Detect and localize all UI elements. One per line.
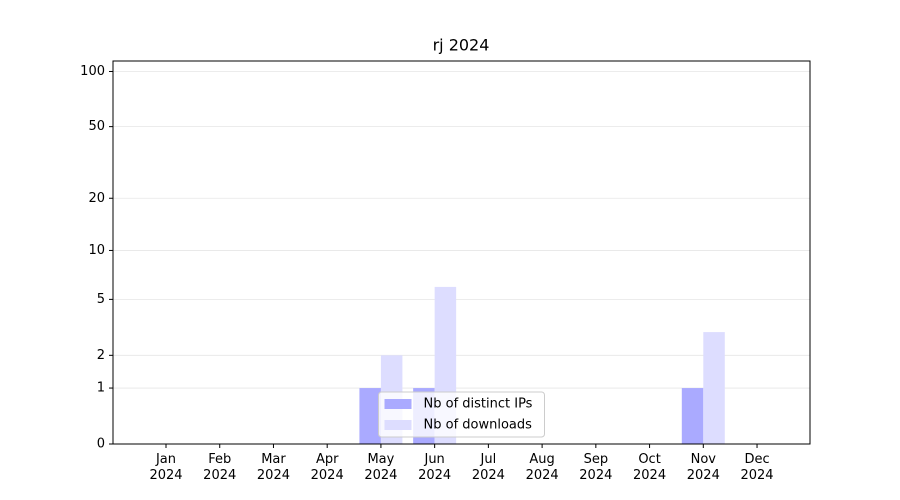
y-tick-label: 5	[97, 292, 105, 307]
x-tick-label: Apr 2024	[310, 452, 344, 483]
x-tick-label: Jan 2024	[149, 452, 183, 483]
x-tick-label: Sep 2024	[579, 452, 613, 483]
y-tick-label: 50	[88, 119, 105, 134]
bar	[703, 332, 725, 444]
x-tick-label: Jul 2024	[471, 452, 505, 483]
y-tick-label: 0	[97, 437, 105, 452]
x-tick-label: Mar 2024	[256, 452, 290, 483]
x-tick-label: Jun 2024	[418, 452, 452, 483]
x-tick-label: Oct 2024	[633, 452, 667, 483]
y-tick-label: 100	[80, 64, 105, 79]
bar	[681, 388, 704, 444]
y-tick-label: 1	[97, 381, 105, 396]
y-tick-label: 20	[88, 191, 105, 206]
plot-frame	[112, 60, 811, 445]
legend-label: Nb of distinct IPs	[424, 397, 533, 412]
x-tick-label: Nov 2024	[686, 452, 720, 483]
x-tick-label: Dec 2024	[740, 452, 774, 483]
y-tick-label: 10	[88, 243, 105, 258]
bar	[359, 388, 381, 444]
legend-box	[378, 391, 545, 438]
chart-title: rj 2024	[433, 36, 490, 55]
legend-swatch	[384, 420, 412, 430]
x-tick-label: Feb 2024	[203, 452, 237, 483]
legend: Nb of distinct IPs Nb of downloads	[378, 391, 545, 438]
y-tick-label: 2	[97, 348, 105, 363]
legend-label: Nb of downloads	[424, 418, 533, 433]
legend-swatch	[384, 399, 412, 409]
x-tick-label: Aug 2024	[525, 452, 559, 483]
x-tick-label: May 2024	[364, 452, 398, 483]
